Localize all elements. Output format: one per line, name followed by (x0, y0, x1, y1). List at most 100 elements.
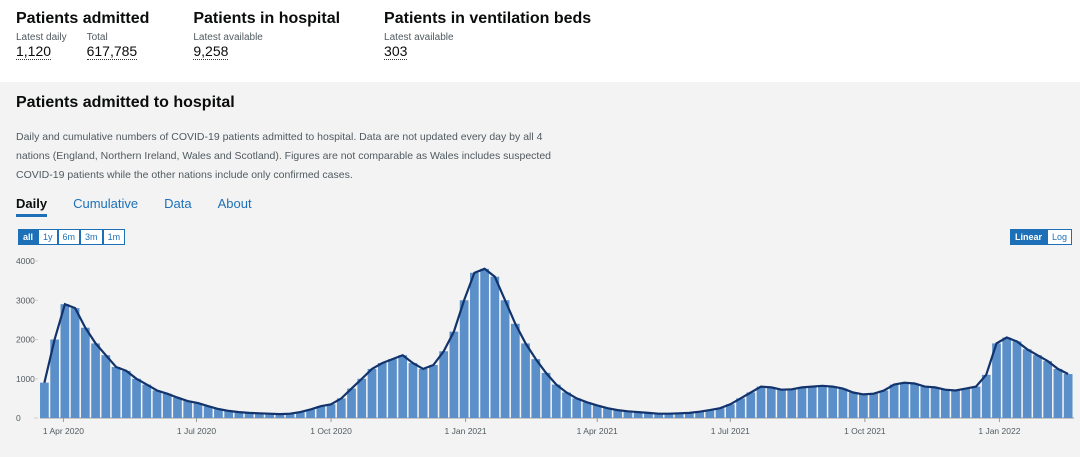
bar (101, 355, 111, 418)
bar (1012, 341, 1022, 418)
range-button[interactable]: 1y (38, 229, 58, 245)
bar (336, 398, 346, 418)
range-button[interactable]: 6m (57, 229, 81, 245)
x-tick-label: 1 Apr 2021 (577, 426, 618, 436)
bar (1002, 337, 1012, 418)
x-tick-label: 1 Jul 2020 (177, 426, 216, 436)
bar (633, 412, 643, 418)
bar (664, 413, 674, 418)
bar (613, 410, 623, 418)
bar (398, 355, 408, 418)
scale-button[interactable]: Linear (1009, 229, 1047, 245)
stat: Patients in ventilation beds Latest avail… (384, 0, 591, 80)
y-tick-label: 2000 (16, 335, 35, 345)
bar (418, 368, 428, 418)
bar (510, 323, 520, 418)
chart: 0 1000 2000 3000 4000 1 Apr 2020 1 Jul 2020 1 O… (16, 256, 1074, 436)
bar (623, 411, 633, 418)
bar (142, 384, 152, 418)
bar (214, 408, 223, 418)
stat-item: Total 617,785 (86, 32, 138, 61)
bar (285, 413, 295, 418)
range-button[interactable]: 1m (102, 229, 126, 245)
bar (449, 331, 459, 418)
stat-label: Total (86, 32, 108, 43)
stat-label: Latest available (384, 32, 454, 43)
bar (879, 390, 889, 418)
bar (1033, 355, 1042, 418)
bar (766, 387, 776, 418)
bar (705, 410, 715, 418)
bar (357, 378, 367, 418)
bar (562, 392, 571, 418)
bar (111, 366, 121, 418)
bar (275, 414, 285, 418)
bar (777, 389, 786, 418)
x-tick-label: 1 Jul 2021 (711, 426, 750, 436)
bar (899, 382, 909, 418)
bar (971, 386, 981, 418)
tab[interactable]: About (217, 196, 252, 211)
bar (756, 386, 766, 418)
bar (408, 363, 418, 418)
y-tick-label: 1000 (16, 374, 35, 384)
bar (818, 385, 827, 418)
stat-item: Latest available 303 (384, 32, 454, 61)
bar (746, 392, 756, 418)
bar (255, 413, 264, 418)
scale-buttons: Linear Log (1009, 229, 1072, 245)
bar (981, 374, 991, 418)
bar (797, 387, 807, 418)
stat-title: Patients in ventilation beds (384, 10, 592, 27)
trend-line (43, 267, 1069, 416)
stat-item: Latest available 9,258 (193, 32, 263, 61)
range-button[interactable]: 3m (80, 229, 103, 245)
bar (961, 388, 971, 418)
bar (91, 343, 100, 418)
bar (480, 268, 489, 418)
bar (173, 397, 182, 418)
stat-value: 9,258 (193, 43, 229, 60)
bar (1063, 374, 1073, 418)
bar (162, 393, 172, 418)
bar (326, 404, 336, 418)
bar (152, 390, 162, 418)
bar (715, 408, 725, 418)
bar (40, 382, 49, 418)
bar (940, 389, 950, 418)
bar (367, 368, 377, 418)
bar (193, 403, 203, 418)
tab[interactable]: Data (164, 196, 192, 211)
bar (470, 272, 479, 418)
bar (725, 404, 735, 418)
stat-value: 1,120 (16, 43, 52, 60)
stat: Patients in hospital Latest available 9,25… (193, 0, 340, 80)
bar (572, 398, 582, 418)
x-tick-label: 1 Jan 2021 (445, 426, 487, 436)
bar (531, 359, 541, 418)
bar (295, 412, 305, 418)
y-tick-label: 0 (16, 413, 21, 423)
bar (674, 413, 684, 418)
tab[interactable]: Daily (16, 196, 48, 217)
stat-items: Latest daily 1,120 Total 617,785 (16, 32, 149, 61)
bar (695, 411, 704, 418)
bar (316, 406, 326, 418)
tab[interactable]: Cumulative (73, 196, 139, 211)
bar (859, 394, 868, 418)
bar (910, 383, 919, 418)
bar (930, 387, 940, 418)
bar (654, 413, 663, 418)
stat-items: Latest available 9,258 (193, 32, 340, 61)
bar (592, 405, 602, 418)
bar (234, 412, 244, 418)
bar (889, 384, 899, 418)
range-button[interactable]: all (18, 229, 39, 245)
bar (736, 398, 745, 418)
bar (920, 386, 930, 418)
scale-button[interactable]: Log (1046, 229, 1072, 245)
x-tick-label: 1 Oct 2021 (844, 426, 886, 436)
y-tick-label: 3000 (16, 295, 35, 305)
bar (132, 378, 141, 418)
